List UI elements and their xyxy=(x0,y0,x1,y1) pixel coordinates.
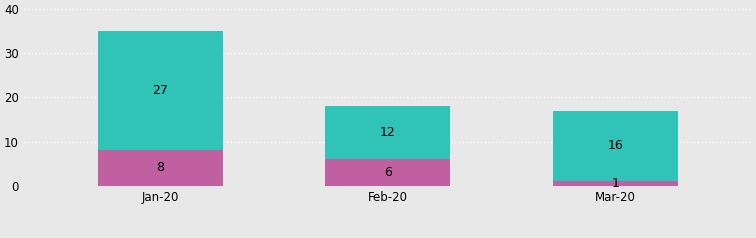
Text: 6: 6 xyxy=(384,166,392,179)
Text: 12: 12 xyxy=(380,126,395,139)
Bar xyxy=(553,181,678,186)
Bar xyxy=(98,31,223,150)
Text: 27: 27 xyxy=(153,84,169,97)
Text: 1: 1 xyxy=(612,177,619,190)
Bar xyxy=(325,159,451,186)
Bar xyxy=(325,106,451,159)
Text: 16: 16 xyxy=(608,139,623,152)
Bar xyxy=(98,150,223,186)
Bar xyxy=(553,111,678,181)
Text: 8: 8 xyxy=(156,162,164,174)
